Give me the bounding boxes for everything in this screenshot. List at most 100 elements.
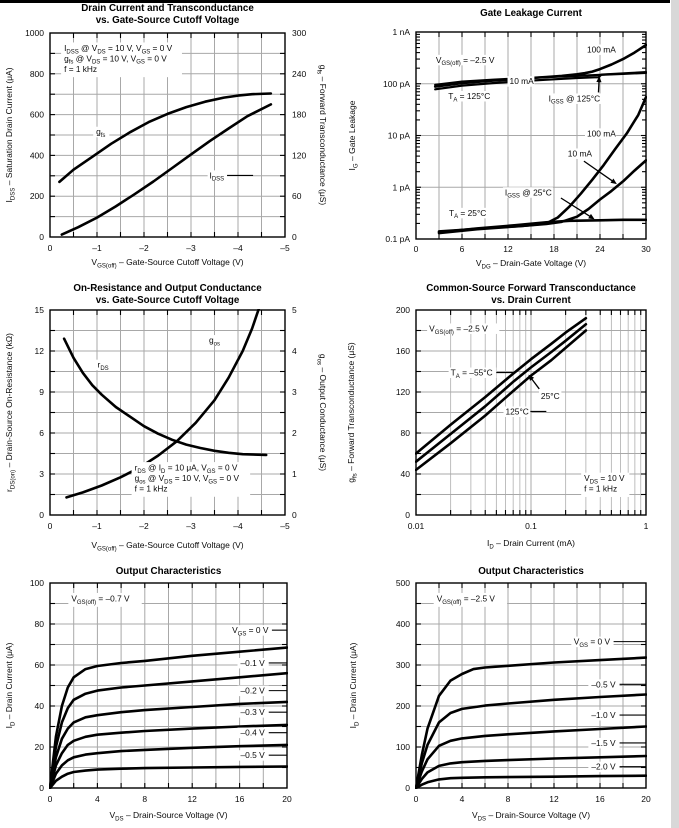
svg-text:–2: –2: [139, 243, 149, 253]
svg-text:16: 16: [595, 794, 605, 804]
svg-text:–0.5 V: –0.5 V: [241, 750, 266, 760]
svg-text:TA = 25°C: TA = 25°C: [449, 208, 486, 220]
svg-text:12: 12: [549, 794, 559, 804]
svg-text:300: 300: [396, 660, 410, 670]
svg-text:4: 4: [95, 794, 100, 804]
svg-text:rDS: rDS: [98, 360, 109, 372]
page-top-rule: [0, 0, 670, 3]
svg-text:gos – Output Conductance (μS): gos – Output Conductance (μS): [316, 354, 328, 471]
svg-text:20: 20: [35, 742, 45, 752]
svg-text:200: 200: [396, 701, 410, 711]
svg-text:4: 4: [460, 794, 465, 804]
svg-text:VGS(off) = –2.5 V: VGS(off) = –2.5 V: [437, 593, 496, 605]
svg-text:1: 1: [644, 521, 649, 531]
chart-forward-transconductance-vs-drain-current: Common-Source Forward Transconductance v…: [340, 280, 679, 560]
chart-output-characteristics-low-plot: VGS(off) = –0.7 V VGS = 0 V –0.1 V –0.2 V –0…: [4, 578, 292, 822]
svg-text:VDS = 10 V: VDS = 10 V: [584, 473, 625, 485]
svg-text:–1.5 V: –1.5 V: [591, 738, 616, 748]
svg-text:100 mA: 100 mA: [587, 44, 616, 54]
svg-text:–5: –5: [280, 243, 290, 253]
chart-output-characteristics-low: Output Characteristics VGS(off) = –0.7 V…: [0, 560, 339, 828]
svg-text:f = 1 kHz: f = 1 kHz: [64, 64, 97, 74]
svg-text:100 mA: 100 mA: [587, 128, 616, 138]
svg-text:120: 120: [396, 387, 410, 397]
svg-text:400: 400: [30, 150, 44, 160]
chart-title: Output Characteristics: [478, 566, 584, 577]
svg-text:IGSS @ 125°C: IGSS @ 125°C: [549, 93, 601, 105]
svg-text:–2: –2: [139, 521, 149, 531]
svg-text:gfs @ VDS = 10 V, VGS = 0 V: gfs @ VDS = 10 V, VGS = 0 V: [64, 53, 167, 65]
chart-output-characteristics-high: Output Characteristics VGS(off) = –2.5 V…: [340, 560, 679, 828]
svg-text:ID – Drain Current (μA): ID – Drain Current (μA): [348, 642, 360, 728]
svg-text:f = 1 kHz: f = 1 kHz: [135, 483, 168, 493]
chart-title: Output Characteristics: [115, 566, 222, 577]
svg-text:ID – Drain Current (mA): ID – Drain Current (mA): [487, 538, 575, 550]
svg-text:–1: –1: [92, 521, 102, 531]
svg-text:30: 30: [641, 244, 651, 254]
svg-text:16: 16: [235, 794, 245, 804]
chart-gate-leakage-current: Gate Leakage Current VGS(off) = –2.5 V 10…: [340, 0, 679, 280]
svg-text:120: 120: [292, 150, 306, 160]
svg-text:–0.5 V: –0.5 V: [591, 679, 616, 689]
svg-text:–4: –4: [233, 521, 243, 531]
svg-text:TA = 125°C: TA = 125°C: [448, 91, 490, 103]
svg-text:–0.1 V: –0.1 V: [241, 658, 266, 668]
svg-text:100: 100: [30, 578, 44, 588]
svg-text:0: 0: [292, 510, 297, 520]
svg-text:VDS – Drain-Source Voltage (V): VDS – Drain-Source Voltage (V): [109, 810, 227, 822]
svg-text:gos @ VDS = 10 V, VGS = 0 V: gos @ VDS = 10 V, VGS = 0 V: [135, 473, 240, 485]
svg-text:10 mA: 10 mA: [510, 76, 535, 86]
svg-text:18: 18: [549, 244, 559, 254]
svg-text:60: 60: [35, 660, 45, 670]
svg-text:VGS(off) – Gate-Source Cutoff: VGS(off) – Gate-Source Cutoff Voltage (V…: [91, 540, 243, 552]
svg-text:–4: –4: [233, 243, 243, 253]
svg-text:1000: 1000: [25, 28, 44, 38]
svg-text:0.1: 0.1: [525, 521, 537, 531]
svg-text:1 pA: 1 pA: [393, 182, 411, 192]
svg-text:f = 1 kHz: f = 1 kHz: [584, 484, 617, 494]
svg-text:10 mA: 10 mA: [568, 148, 593, 158]
chart-output-characteristics-high-plot: VGS(off) = –2.5 V VGS = 0 V –0.5 V –1.0 V –1…: [348, 578, 651, 822]
chart-gate-leakage-current-plot: VGS(off) = –2.5 V 100 mA TA = 125°C 10 mA IG…: [347, 27, 651, 270]
svg-text:0: 0: [39, 783, 44, 793]
svg-text:8: 8: [506, 794, 511, 804]
svg-text:VDS – Drain-Source Voltage (V): VDS – Drain-Source Voltage (V): [472, 810, 590, 822]
svg-text:40: 40: [35, 701, 45, 711]
svg-text:4: 4: [292, 346, 297, 356]
svg-text:VDG – Drain-Gate Voltage (V): VDG – Drain-Gate Voltage (V): [476, 258, 586, 270]
svg-text:9: 9: [39, 387, 44, 397]
svg-text:1 nA: 1 nA: [393, 27, 411, 37]
chart-title: Gate Leakage Current: [480, 8, 582, 19]
svg-text:3: 3: [39, 469, 44, 479]
svg-text:VGS(off) = –2.5 V: VGS(off) = –2.5 V: [429, 323, 488, 335]
svg-text:0: 0: [414, 794, 419, 804]
svg-text:80: 80: [401, 428, 411, 438]
svg-text:400: 400: [396, 619, 410, 629]
svg-text:IDSS @ VDS = 10 V, VGS = 0 V: IDSS @ VDS = 10 V, VGS = 0 V: [64, 43, 173, 55]
svg-text:0.1 pA: 0.1 pA: [385, 234, 410, 244]
svg-text:gfs – Forward Transconductance: gfs – Forward Transconductance (μS): [346, 342, 358, 483]
svg-text:300: 300: [292, 28, 306, 38]
svg-text:0: 0: [405, 783, 410, 793]
svg-text:0: 0: [405, 510, 410, 520]
svg-text:VGS(off) – Gate-Source Cutoff: VGS(off) – Gate-Source Cutoff Voltage (V…: [91, 257, 243, 269]
svg-text:200: 200: [30, 191, 44, 201]
svg-text:ID – Drain Current (μA): ID – Drain Current (μA): [4, 642, 16, 728]
chart-title: Drain Current and Transconductance vs. G…: [81, 3, 254, 27]
svg-text:IDSS: IDSS: [210, 170, 225, 182]
svg-text:–2.0 V: –2.0 V: [591, 762, 616, 772]
svg-text:–3: –3: [186, 521, 196, 531]
svg-text:VGS = 0 V: VGS = 0 V: [574, 637, 611, 649]
svg-text:VGS(off) = –0.7 V: VGS(off) = –0.7 V: [71, 593, 130, 605]
svg-text:40: 40: [401, 469, 411, 479]
svg-text:800: 800: [30, 69, 44, 79]
svg-text:600: 600: [30, 110, 44, 120]
svg-text:2: 2: [292, 428, 297, 438]
chart-drain-current-transconductance: Drain Current and Transconductance vs. G…: [0, 0, 339, 280]
svg-text:15: 15: [35, 305, 45, 315]
svg-text:12: 12: [503, 244, 513, 254]
svg-text:–5: –5: [280, 521, 290, 531]
